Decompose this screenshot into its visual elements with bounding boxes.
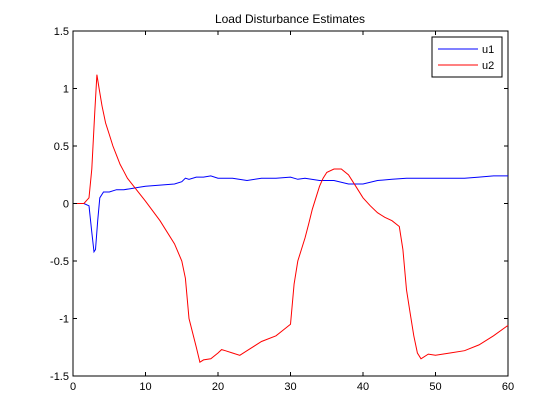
x-axis-ticks: 0 10 20 30 40 50 60 [70,31,514,393]
legend-label-u1: u1 [482,44,494,56]
x-tick-label: 0 [70,381,76,393]
y-tick-label: -0.5 [50,256,69,268]
x-tick-label: 30 [284,381,296,393]
series-line-u2 [73,74,509,363]
y-tick-label: 1.5 [54,26,69,38]
x-tick-label: 50 [429,381,441,393]
series-line-u1 [73,175,508,254]
x-tick-label: 40 [357,381,369,393]
x-tick-label: 60 [502,381,514,393]
plot-area [72,30,509,377]
y-tick-label: -1.5 [50,371,69,383]
legend-box [431,36,503,78]
y-tick-label: -1 [59,314,69,326]
y-tick-label: 1 [63,84,69,96]
y-axis-ticks: -1.5 -1 -0.5 0 0.5 1 1.5 [50,26,508,383]
x-tick-label: 10 [139,381,151,393]
series-layer [73,74,509,363]
chart-title: Load Disturbance Estimates [215,12,365,26]
x-tick-label: 20 [212,381,224,393]
y-tick-label: 0.5 [54,141,69,153]
legend-label-u2: u2 [482,60,494,72]
y-tick-label: 0 [63,199,69,211]
